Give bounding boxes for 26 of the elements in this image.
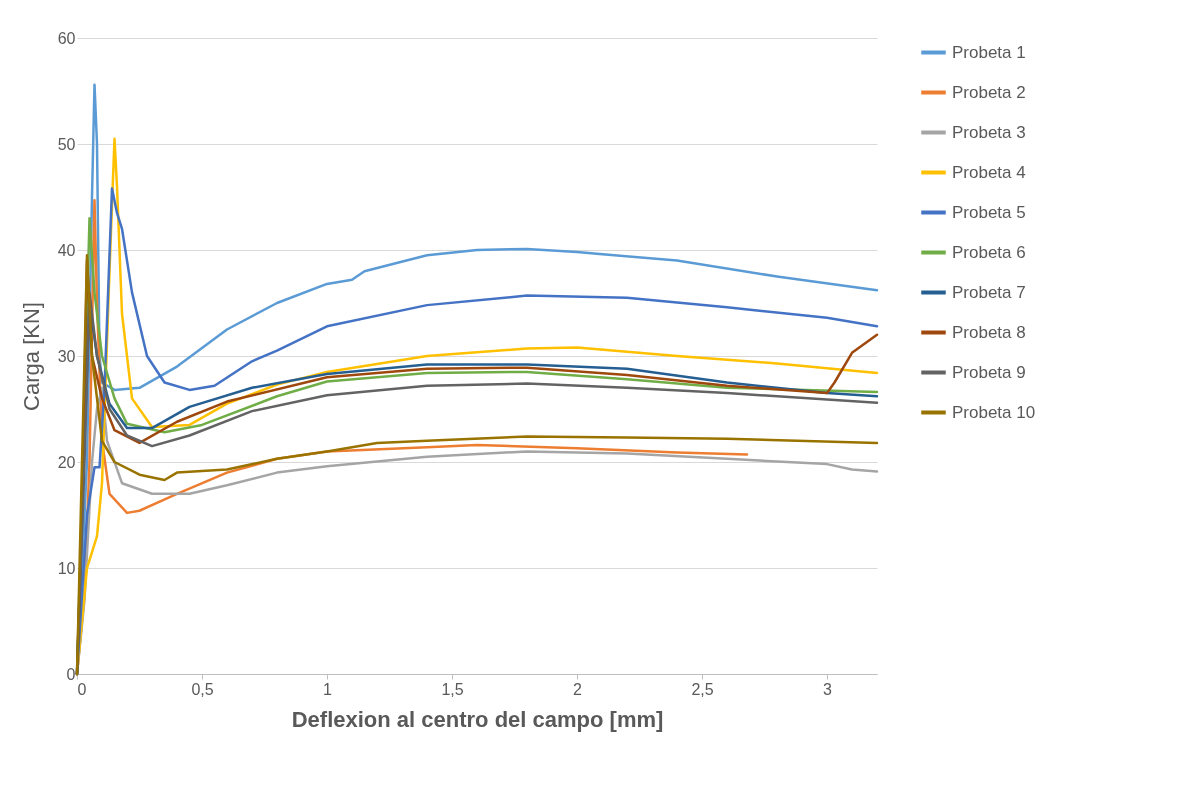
y-tick-label: 50 — [57, 135, 76, 153]
y-tick-label: 20 — [57, 453, 76, 471]
legend-label: Probeta 7 — [952, 282, 1026, 302]
legend-label: Probeta 9 — [952, 362, 1026, 382]
legend-label: Probeta 10 — [952, 402, 1036, 422]
x-tick-label: 0 — [77, 680, 87, 698]
y-tick-label: 0 — [66, 665, 76, 683]
x-tick-label: 2,5 — [691, 680, 714, 698]
legend-label: Probeta 8 — [952, 322, 1026, 342]
x-tick-label: 1 — [323, 680, 333, 698]
legend-label: Probeta 6 — [952, 242, 1026, 262]
y-tick-label: 40 — [57, 241, 76, 259]
x-axis-title: Deflexion al centro del campo [mm] — [291, 706, 664, 732]
legend-label: Probeta 4 — [952, 162, 1026, 182]
y-axis-title: Carga [KN] — [18, 302, 44, 411]
x-tick-label: 0,5 — [191, 680, 214, 698]
legend-label: Probeta 2 — [952, 82, 1026, 102]
x-tick-label: 1,5 — [441, 680, 464, 698]
x-tick-label: 3 — [823, 680, 833, 698]
y-tick-label: 60 — [57, 29, 76, 47]
x-tick-label: 2 — [573, 680, 583, 698]
legend-label: Probeta 5 — [952, 202, 1026, 222]
legend-label: Probeta 3 — [952, 122, 1026, 142]
y-tick-label: 10 — [57, 559, 76, 577]
y-tick-label: 30 — [57, 347, 76, 365]
legend-label: Probeta 1 — [952, 42, 1026, 62]
